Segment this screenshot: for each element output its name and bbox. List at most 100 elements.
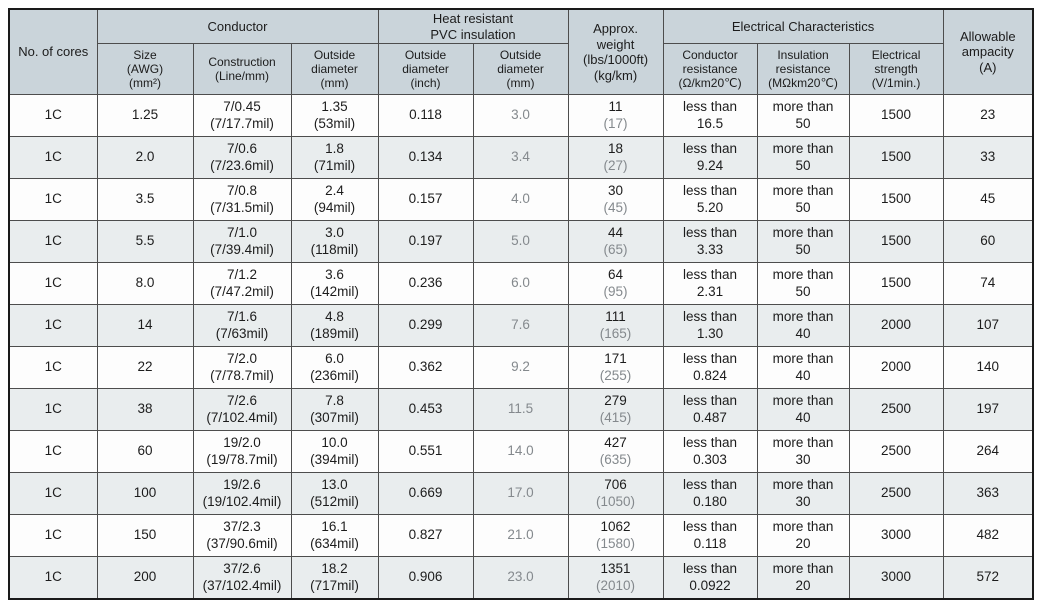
pvc-od-mm-cell-line: 3.0 — [511, 107, 530, 123]
electrical-strength-cell-line: 1500 — [881, 275, 912, 291]
header-sub-row: Size (AWG) (mm²) Construction (Line/mm) … — [9, 43, 1033, 96]
approx-weight-cell-line: 44 — [608, 225, 624, 241]
ampacity-cell-line: 107 — [976, 317, 1000, 333]
size-cell: 8.0 — [96, 262, 194, 306]
size-cell: 38 — [96, 388, 194, 432]
insulation-resistance-cell-line: 50 — [795, 283, 811, 299]
pvc-od-inch-cell-line: 0.362 — [408, 359, 443, 375]
approx-weight-cell-line: (415) — [599, 409, 632, 425]
approx-weight-cell-line: (2010) — [596, 577, 636, 593]
approx-weight-cell-line: (65) — [603, 241, 628, 257]
conductor-resistance-cell-line: 3.33 — [696, 241, 724, 257]
pvc-od-inch-cell: 0.827 — [377, 514, 474, 558]
construction-cell-line: 7/0.6 — [226, 141, 258, 157]
construction-cell-line: (37/90.6mil) — [206, 535, 278, 551]
pvc-od-inch-cell: 0.299 — [377, 304, 474, 348]
electrical-strength-cell-line: 2500 — [881, 485, 912, 501]
electrical-strength-cell: 1500 — [848, 220, 944, 264]
ampacity-cell: 264 — [942, 430, 1034, 474]
approx-weight-cell-line: 171 — [604, 351, 627, 367]
no-of-cores-cell: 1C — [8, 262, 98, 306]
conductor-resistance-cell: less than 0.118 — [662, 514, 758, 558]
pvc-od-mm-cell-line: 11.5 — [507, 401, 534, 417]
approx-weight-cell: 30 (45) — [567, 178, 664, 222]
construction-cell: 7/1.0 (7/39.4mil) — [192, 220, 292, 264]
cable-spec-table: No. of cores Conductor Heat resistant PV… — [8, 8, 1035, 600]
no-of-cores-cell-line: 1C — [44, 233, 62, 249]
conductor-od-cell-line: (512mil) — [310, 493, 359, 509]
conductor-resistance-cell-line: 0.0922 — [689, 577, 731, 593]
no-of-cores-cell-line: 1C — [44, 275, 62, 291]
pvc-od-mm-cell: 9.2 — [472, 346, 569, 390]
pvc-od-mm-cell-line: 23.0 — [507, 569, 534, 585]
pvc-od-mm-cell-line: 14.0 — [507, 443, 534, 459]
header-approx-weight: Approx. weight (lbs/1000ft) (kg/km) — [567, 8, 664, 96]
approx-weight-cell: 427 (635) — [567, 430, 664, 474]
no-of-cores-cell-line: 1C — [44, 527, 62, 543]
pvc-od-mm-cell: 6.0 — [472, 262, 569, 306]
header-electrical-strength: Electrical strength (V/1min.) — [848, 43, 944, 96]
header-no-of-cores: No. of cores — [8, 8, 98, 96]
construction-cell-line: 7/1.6 — [226, 309, 258, 325]
conductor-resistance-cell-line: 0.303 — [693, 451, 727, 467]
pvc-od-mm-cell-line: 7.6 — [511, 317, 530, 333]
pvc-od-mm-cell-line: 4.0 — [511, 191, 530, 207]
pvc-od-inch-cell-line: 0.118 — [409, 107, 442, 123]
conductor-od-cell-line: (53mil) — [313, 115, 356, 131]
conductor-od-cell: 6.0 (236mil) — [290, 346, 379, 390]
construction-cell-line: 7/2.6 — [226, 393, 258, 409]
pvc-od-mm-cell-line: 9.2 — [511, 359, 530, 375]
no-of-cores-cell: 1C — [8, 556, 98, 600]
conductor-resistance-cell: less than 1.30 — [662, 304, 758, 348]
electrical-strength-cell-line: 1500 — [881, 107, 912, 123]
no-of-cores-cell-line: 1C — [44, 317, 62, 333]
electrical-strength-cell: 2000 — [848, 346, 944, 390]
conductor-od-cell-line: (307mil) — [310, 409, 359, 425]
conductor-od-cell-line: (94mil) — [313, 199, 356, 215]
approx-weight-cell-line: (635) — [599, 451, 632, 467]
conductor-resistance-cell-line: less than — [683, 225, 738, 241]
approx-weight-cell: 1351 (2010) — [567, 556, 664, 600]
header-construction: Construction (Line/mm) — [192, 43, 292, 96]
construction-cell-line: (7/78.7mil) — [210, 367, 274, 383]
insulation-resistance-cell-line: 50 — [795, 241, 811, 257]
size-cell-line: 60 — [137, 443, 153, 459]
conductor-od-cell: 3.6 (142mil) — [290, 262, 379, 306]
insulation-resistance-cell-line: more than — [772, 351, 834, 367]
table-header: No. of cores Conductor Heat resistant PV… — [8, 8, 1034, 96]
conductor-od-cell: 13.0 (512mil) — [290, 472, 379, 516]
construction-cell: 19/2.0 (19/78.7mil) — [192, 430, 292, 474]
size-cell: 60 — [96, 430, 194, 474]
insulation-resistance-cell-line: more than — [772, 477, 834, 493]
pvc-od-inch-cell: 0.362 — [377, 346, 474, 390]
approx-weight-cell-line: (1580) — [596, 535, 636, 551]
construction-cell: 7/1.2 (7/47.2mil) — [192, 262, 292, 306]
pvc-od-inch-cell-line: 0.157 — [408, 191, 443, 207]
conductor-od-cell: 4.8 (189mil) — [290, 304, 379, 348]
pvc-od-mm-cell: 17.0 — [472, 472, 569, 516]
size-cell-line: 5.5 — [135, 233, 155, 249]
insulation-resistance-cell-line: 50 — [795, 157, 811, 173]
size-cell: 2.0 — [96, 136, 194, 180]
conductor-resistance-cell-line: less than — [683, 435, 738, 451]
table-row: 1C 2.0 7/0.6 (7/23.6mil) 1.8 (71mil) 0.134 3.4 1… — [8, 136, 1034, 180]
pvc-od-inch-cell: 0.134 — [377, 136, 474, 180]
insulation-resistance-cell-line: 50 — [795, 115, 811, 131]
no-of-cores-cell-line: 1C — [44, 485, 62, 501]
ampacity-cell: 74 — [942, 262, 1034, 306]
size-cell-line: 8.0 — [135, 275, 155, 291]
construction-cell: 19/2.6 (19/102.4mil) — [192, 472, 292, 516]
electrical-strength-cell-line: 1500 — [881, 149, 912, 165]
insulation-resistance-cell-line: 40 — [795, 409, 811, 425]
electrical-strength-cell: 3000 — [848, 556, 944, 600]
insulation-resistance-cell: more than 50 — [756, 220, 850, 264]
construction-cell-line: (37/102.4mil) — [202, 577, 282, 593]
approx-weight-cell-line: 111 — [605, 309, 626, 325]
no-of-cores-cell-line: 1C — [44, 107, 62, 123]
approx-weight-cell: 279 (415) — [567, 388, 664, 432]
pvc-od-inch-cell: 0.157 — [377, 178, 474, 222]
construction-cell-line: (7/39.4mil) — [210, 241, 274, 257]
pvc-od-inch-cell: 0.906 — [377, 556, 474, 600]
size-cell-line: 200 — [133, 569, 157, 585]
no-of-cores-cell: 1C — [8, 94, 98, 138]
